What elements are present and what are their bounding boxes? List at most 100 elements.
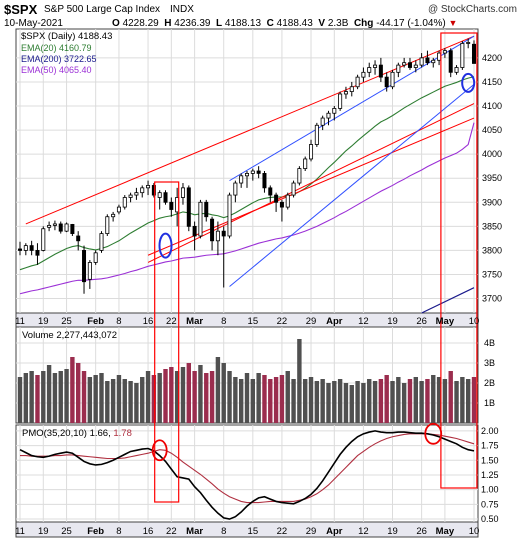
volume-bar — [52, 373, 58, 423]
candle-body — [58, 223, 63, 232]
candle-body — [116, 206, 121, 213]
volume-bar — [186, 363, 191, 423]
volume-bar — [367, 379, 372, 423]
candle-body — [244, 173, 249, 177]
volume-bar — [465, 379, 471, 423]
volume-bar — [215, 357, 221, 423]
ema50-line — [19, 122, 475, 295]
price-tick-label: 3900 — [482, 197, 502, 207]
candle-body — [303, 158, 308, 169]
volume-bar — [204, 373, 209, 423]
candle-body — [338, 93, 343, 109]
volume-bar — [105, 381, 110, 423]
legend-price: $SPX (Daily) 4188.43 — [21, 31, 112, 42]
volume-bar — [134, 383, 139, 423]
candle-body — [47, 224, 52, 228]
volume-bar — [244, 373, 250, 423]
candle-body — [157, 192, 162, 198]
volume-bar — [320, 379, 325, 423]
legend-ema200: EMA(200) 3722.65 — [21, 54, 97, 64]
date-tick-label-bottom: 10 — [469, 526, 480, 537]
volume-bar — [17, 377, 23, 423]
volume-bar — [431, 375, 436, 423]
red-circle-pmo-feb — [151, 439, 168, 462]
ohlc-readout: O 4228.29 H 4236.39 L 4188.13 C 4188.43 … — [112, 18, 457, 29]
candle-body — [29, 245, 34, 251]
ohlc-volume-value: 2.3B — [327, 18, 349, 29]
candle-body — [349, 86, 354, 92]
date-tick-label: 29 — [306, 316, 317, 327]
volume-bar — [314, 381, 320, 423]
candle-body — [274, 194, 279, 203]
volume-bar — [180, 367, 186, 423]
price-tick-label: 4000 — [482, 149, 502, 159]
volume-bar — [454, 381, 459, 423]
candle-body — [378, 64, 383, 78]
candle-body — [146, 185, 151, 189]
volume-bar — [198, 365, 203, 423]
candle-body — [35, 250, 40, 256]
date-tick-label: 22 — [166, 316, 177, 327]
volume-bar — [355, 381, 360, 423]
date-tick-label-bottom: 16 — [143, 526, 154, 537]
date-tick-label-bottom: Feb — [87, 526, 104, 537]
highlight-box-may — [440, 32, 478, 489]
price-tick-label: 4100 — [482, 101, 502, 111]
blue-circle-feb — [158, 232, 173, 259]
volume-bar — [442, 379, 448, 423]
volume-bar — [256, 373, 261, 423]
volume-bar — [35, 375, 40, 423]
date-tick-label-bottom: 12 — [358, 526, 369, 537]
legend-ema20: EMA(20) 4160.79 — [21, 43, 92, 53]
ohlc-change-value: -44.17 (-1.04%) — [376, 18, 446, 29]
volume-bar — [303, 379, 308, 423]
volume-bar — [58, 371, 63, 423]
date-tick-label-bottom: 22 — [166, 526, 177, 537]
volume-bar — [233, 377, 238, 423]
down-arrow-icon: ▼ — [448, 18, 458, 28]
ema200-line — [421, 287, 475, 314]
date-tick-label-bottom: 15 — [248, 526, 259, 537]
date-tick-label: 19 — [387, 316, 398, 327]
volume-bar — [378, 379, 384, 423]
candle-body — [169, 201, 174, 210]
date-tick-label: Feb — [87, 316, 104, 327]
date-tick-label-bottom: 22 — [277, 526, 288, 537]
pmo-tick-label: 2.00 — [481, 426, 499, 436]
candle-body — [454, 67, 459, 73]
legend-volume: Volume 2,277,443,072 — [22, 330, 117, 341]
pmo-tick-label: 0.50 — [481, 514, 499, 524]
volume-bar — [157, 373, 162, 423]
volume-bar — [122, 379, 127, 423]
candle-body — [373, 64, 378, 68]
volume-bar — [128, 381, 133, 423]
candle-body — [76, 235, 81, 242]
volume-bar — [396, 377, 401, 423]
ohlc-close-value: 4188.43 — [276, 18, 313, 29]
volume-bar — [250, 379, 256, 423]
volume-bar — [29, 371, 34, 423]
red-circle-pmo-may — [424, 422, 443, 445]
ohlc-open-label: O — [112, 18, 120, 29]
candle-body — [326, 112, 331, 119]
date-tick-label-bottom: 19 — [38, 526, 49, 537]
volume-bar — [268, 379, 273, 423]
candle-body — [64, 223, 69, 232]
date-tick-label: 26 — [416, 316, 427, 327]
volume-bar — [349, 385, 354, 423]
volume-tick-label: 2B — [484, 378, 495, 388]
candle-body — [210, 218, 215, 242]
highlight-box-feb — [154, 181, 180, 503]
volume-bar — [145, 371, 151, 423]
date-tick-label: 10 — [469, 316, 480, 327]
pmo-tick-label: 1.75 — [481, 441, 499, 451]
volume-bar — [163, 369, 168, 423]
candle-body — [407, 62, 412, 68]
volume-bar — [41, 371, 46, 423]
candle-body — [198, 201, 203, 237]
candle-body — [361, 71, 366, 78]
stockcharts-watermark: @ StockCharts.com — [427, 4, 517, 15]
volume-bar — [384, 375, 389, 423]
candle-body — [122, 197, 127, 208]
volume-bar — [209, 371, 215, 423]
